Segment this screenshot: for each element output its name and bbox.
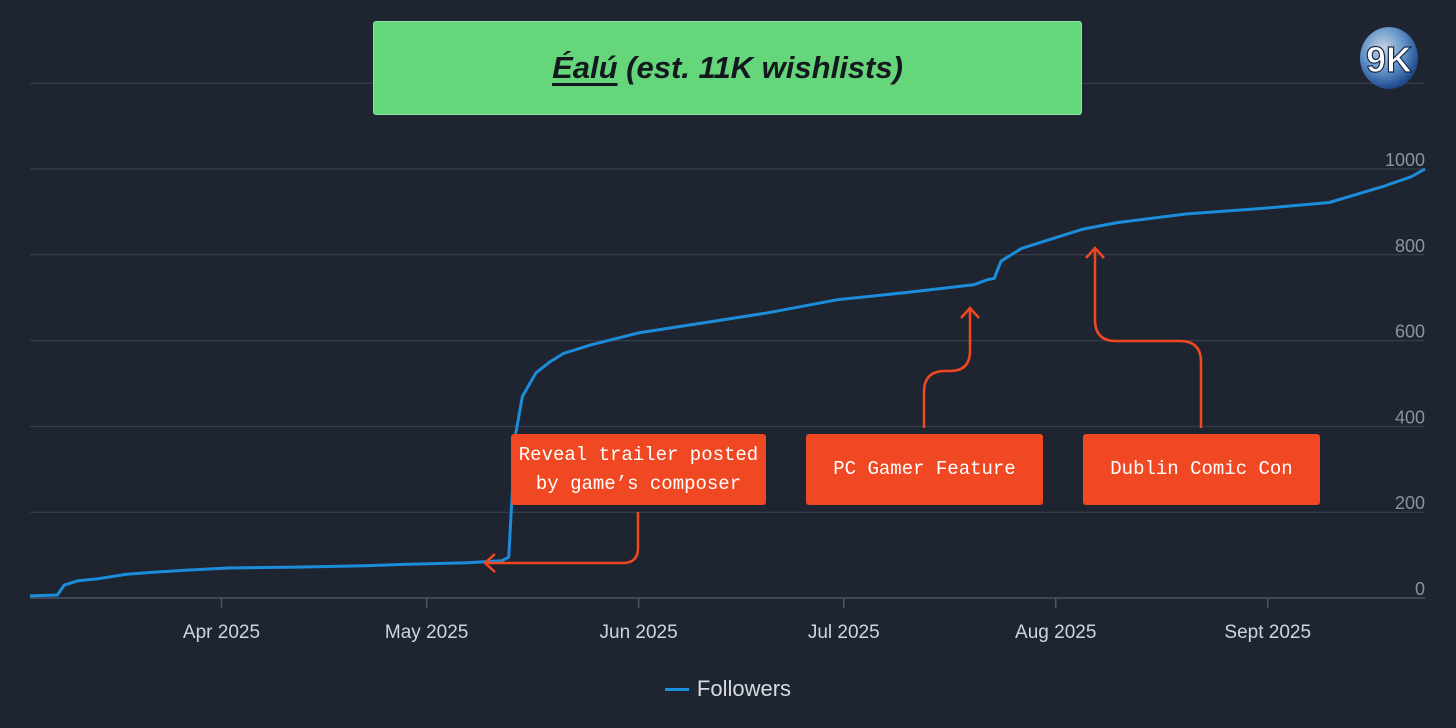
annotation-arrows [483, 246, 1203, 573]
chart-title: Éalú (est. 11K wishlists) [552, 50, 903, 86]
y-tick-label: 800 [1395, 236, 1425, 256]
arrowhead-comic-con [1085, 246, 1105, 259]
y-tick-label: 200 [1395, 493, 1425, 513]
y-tick-label: 1000 [1385, 150, 1425, 170]
annotation-dublin-comic-con: Dublin Comic Con [1083, 434, 1320, 505]
logo-text: 9K [1366, 39, 1412, 80]
arrow-pc-gamer [922, 310, 972, 428]
x-tick-label: Apr 2025 [183, 622, 260, 643]
chart-legend[interactable]: Followers [0, 676, 1456, 702]
annotation-reveal-trailer: Reveal trailer posted by game’s composer [511, 434, 766, 505]
chart-title-banner: Éalú (est. 11K wishlists) [373, 21, 1082, 115]
followers-line [29, 167, 1426, 598]
arrowhead-pc-gamer [960, 306, 980, 319]
y-tick-label: 0 [1415, 579, 1425, 599]
brand-logo: 9K [1360, 27, 1418, 89]
y-tick-label: 600 [1395, 322, 1425, 342]
arrowhead-reveal-trailer [483, 553, 496, 573]
logo-orb [1360, 27, 1418, 89]
x-tick-label: Aug 2025 [1015, 622, 1096, 643]
game-name-link[interactable]: Éalú [552, 50, 618, 85]
legend-swatch-followers [664, 687, 689, 691]
x-tick-label: May 2025 [385, 622, 468, 643]
x-tick-label: Jul 2025 [808, 622, 880, 643]
grid-lines [30, 82, 1425, 599]
arrow-reveal-trailer [487, 512, 640, 565]
annotation-pc-gamer: PC Gamer Feature [806, 434, 1043, 505]
x-axis-ticks: Apr 2025 May 2025 Jun 2025 Jul 2025 Aug 2025… [183, 598, 1311, 643]
y-axis-ticks: 0 200 400 600 800 1000 [1385, 150, 1425, 599]
x-tick-label: Sept 2025 [1224, 622, 1311, 643]
arrow-comic-con [1093, 250, 1203, 428]
x-tick-label: Jun 2025 [600, 622, 678, 643]
y-tick-label: 400 [1395, 407, 1425, 427]
wishlist-estimate: (est. 11K wishlists) [617, 50, 903, 85]
legend-label-followers[interactable]: Followers [696, 676, 792, 701]
